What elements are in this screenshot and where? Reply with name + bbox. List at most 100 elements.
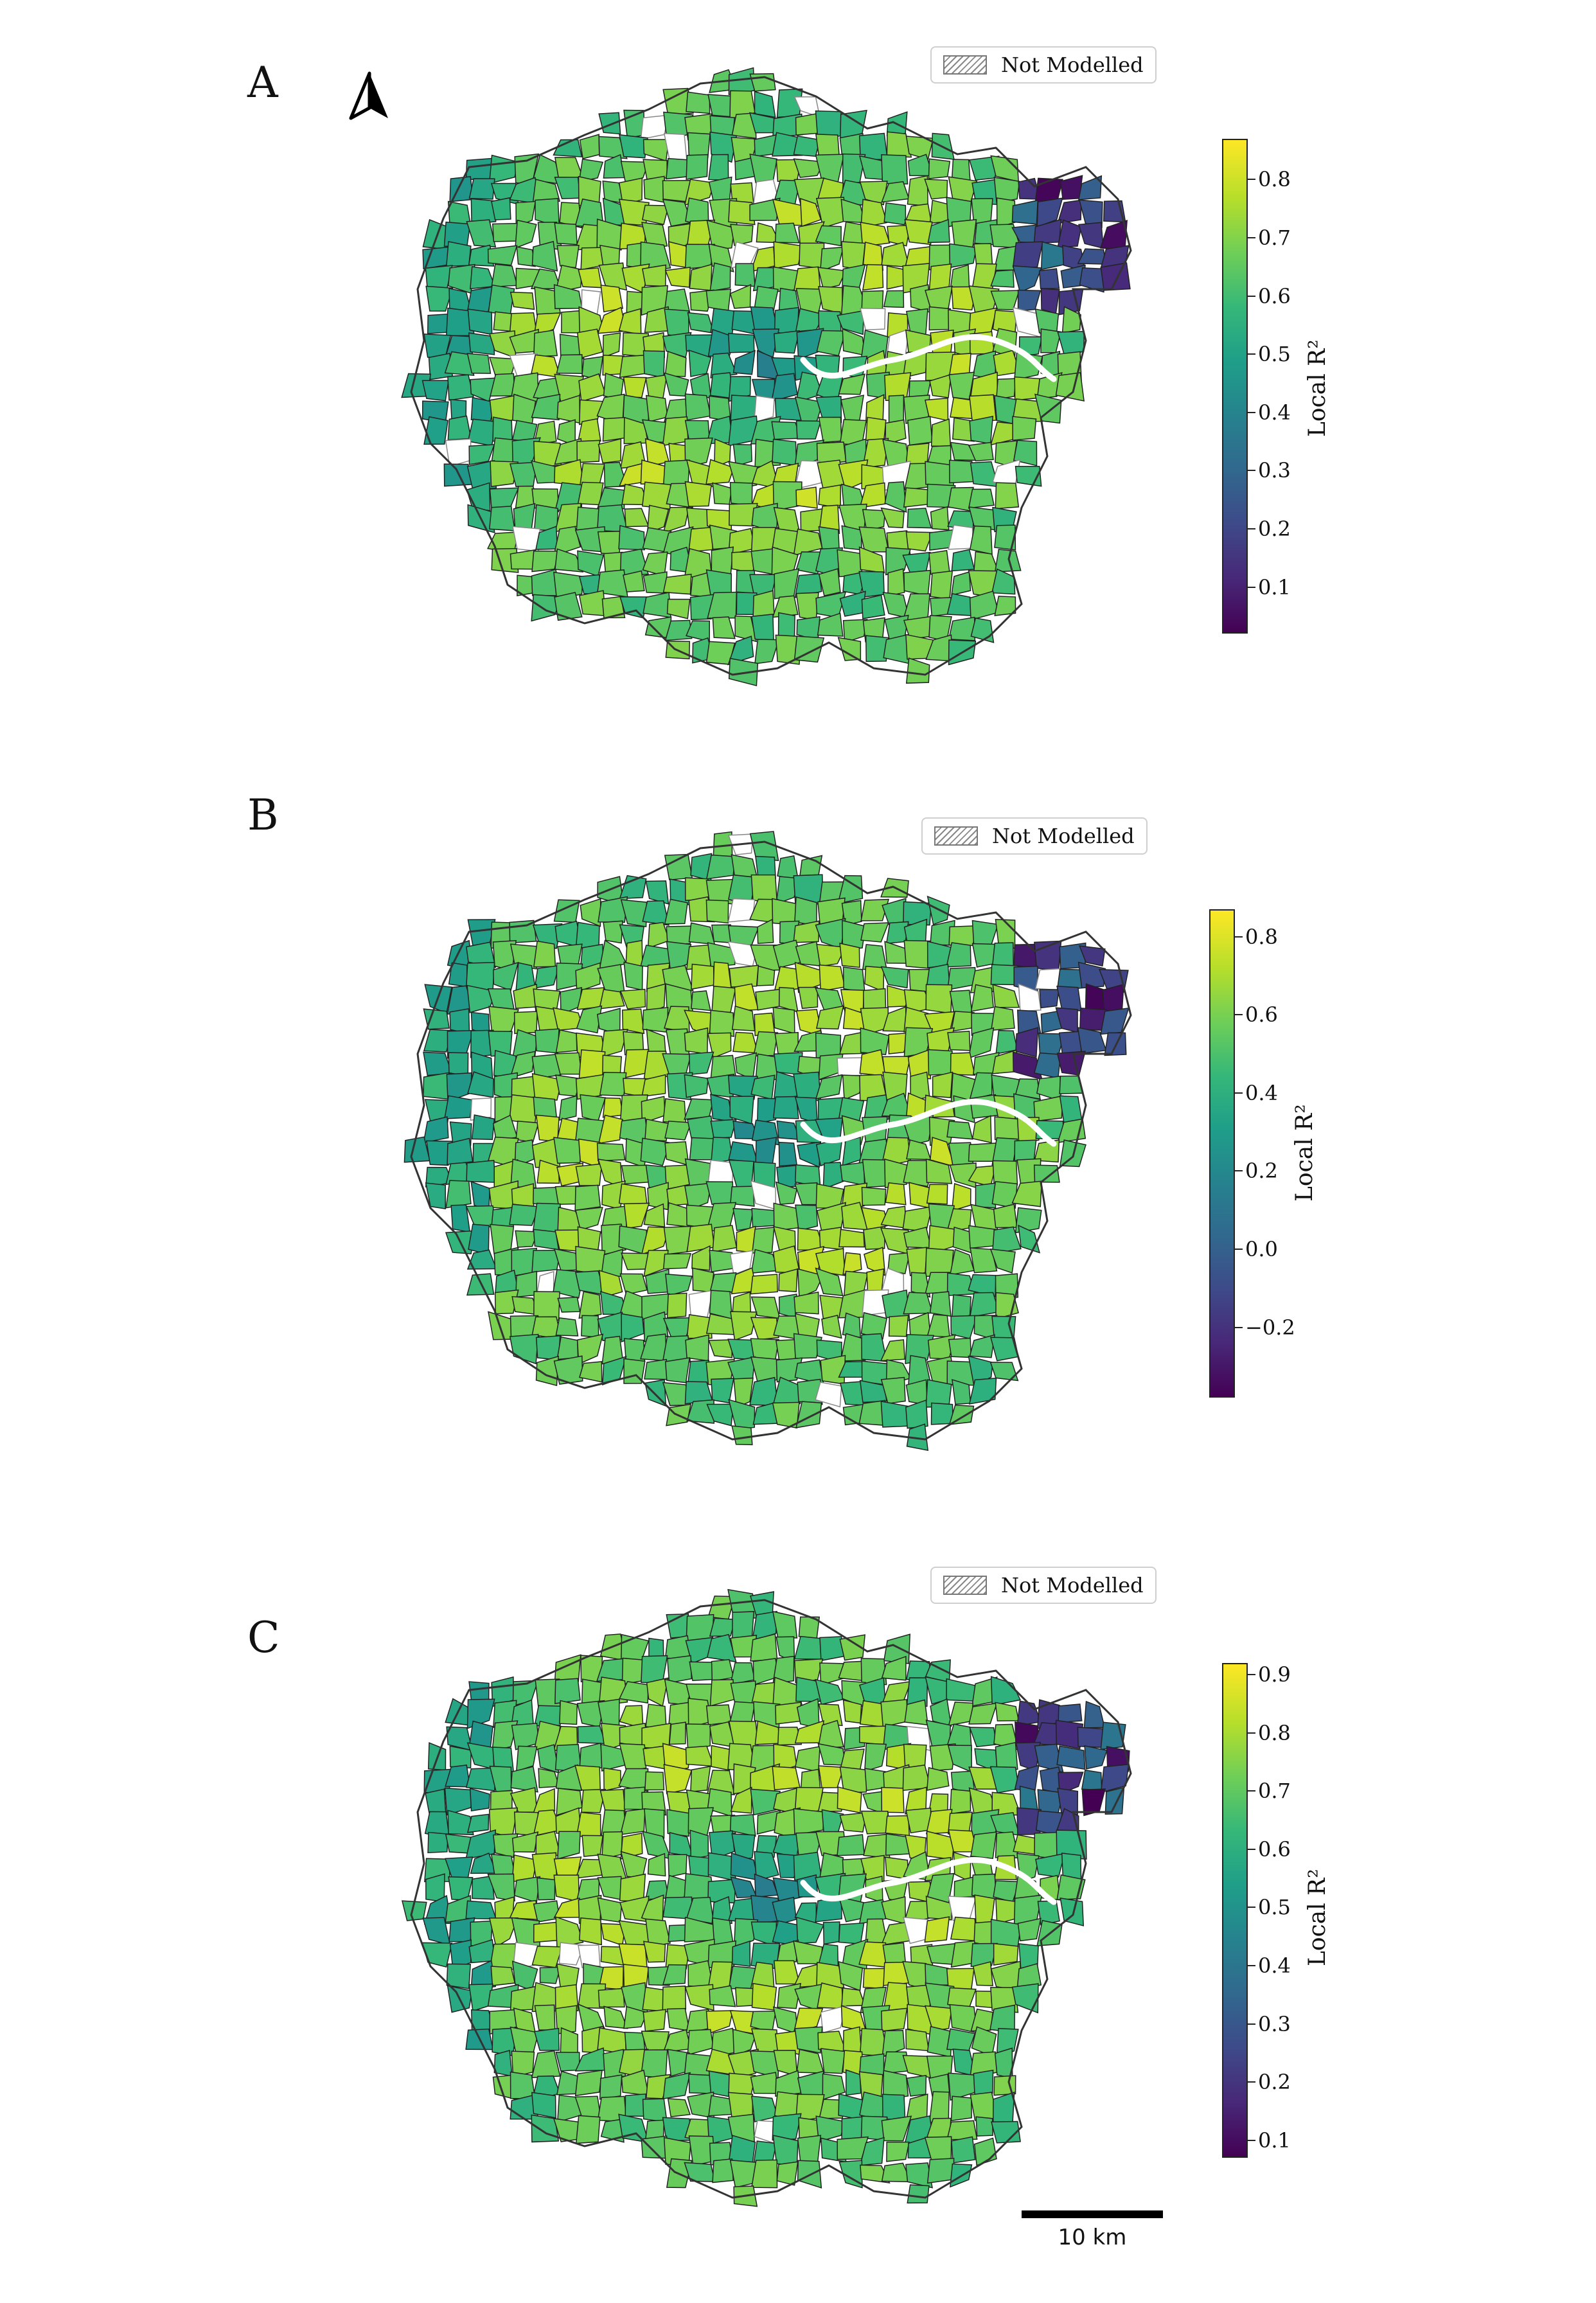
ward-polygon xyxy=(906,1677,928,1707)
panel-letter: B xyxy=(247,790,279,840)
ward-polygon xyxy=(1061,306,1081,334)
ward-polygon xyxy=(603,154,625,179)
ward-polygon xyxy=(1011,1983,1039,2014)
ward-polygon xyxy=(421,380,449,402)
ward-polygon xyxy=(466,941,497,968)
ward-polygon xyxy=(731,1940,751,1967)
ward-polygon xyxy=(468,1223,490,1256)
ward-polygon xyxy=(664,1678,692,1706)
ward-polygon xyxy=(444,351,475,377)
ward-polygon xyxy=(555,1764,583,1792)
ward-polygon xyxy=(751,614,774,644)
ward-polygon xyxy=(995,1702,1020,1721)
ward-polygon xyxy=(926,963,950,988)
ward-polygon xyxy=(686,1723,711,1752)
choropleth-map xyxy=(403,831,1132,1452)
ward-polygon xyxy=(816,943,846,967)
ward-polygon xyxy=(925,1896,952,1921)
city-boundary xyxy=(410,76,1132,676)
ward-polygon xyxy=(880,966,909,989)
ward-polygon xyxy=(774,1960,801,1985)
ward-polygon xyxy=(531,1053,562,1080)
ward-polygon xyxy=(1060,1897,1085,1926)
ward-polygon xyxy=(554,1984,579,2011)
ward-polygon xyxy=(641,1226,670,1256)
ward-polygon xyxy=(838,1922,865,1945)
ward-polygon xyxy=(863,1225,886,1250)
ward-polygon xyxy=(841,525,862,551)
ward-polygon xyxy=(972,1961,993,1986)
ward-polygon xyxy=(752,1031,779,1057)
ward-polygon xyxy=(536,1877,556,1901)
ward-polygon xyxy=(749,831,779,862)
ward-polygon xyxy=(773,241,803,269)
ward-polygon xyxy=(645,880,669,905)
ward-polygon xyxy=(755,1137,777,1166)
ward-polygon xyxy=(858,526,890,553)
ward-polygon xyxy=(646,1028,666,1054)
ward-polygon xyxy=(905,1399,928,1429)
ward-polygon xyxy=(902,1764,932,1792)
ward-polygon xyxy=(447,1810,474,1836)
ward-polygon xyxy=(754,1851,779,1881)
ward-polygon xyxy=(578,1291,602,1319)
ward-polygon xyxy=(1013,440,1038,467)
colorbar-tick-label: 0.1 xyxy=(1248,2128,1291,2153)
ward-polygon xyxy=(490,373,516,397)
ward-polygon xyxy=(881,1786,905,1813)
ward-polygon xyxy=(596,218,626,251)
colorbar-tick-label: 0.8 xyxy=(1248,1720,1291,1745)
ward-polygon xyxy=(733,1377,754,1409)
ward-polygon xyxy=(1012,265,1042,293)
ward-polygon xyxy=(774,330,800,354)
ward-polygon xyxy=(926,1766,950,1791)
ward-polygon xyxy=(533,2027,560,2051)
ward-polygon xyxy=(684,437,713,468)
ward-polygon xyxy=(600,1029,628,1058)
ward-polygon xyxy=(907,1049,932,1080)
ward-polygon xyxy=(644,1118,670,1142)
ward-polygon xyxy=(862,263,884,291)
map-panel-b: B Not Modelled Local R² −0.2 0.0 0.2 0.4 0.6… xyxy=(0,758,1596,1529)
ward-polygon xyxy=(705,459,735,485)
ward-polygon xyxy=(882,2094,906,2121)
colorbar-label: Local R² xyxy=(1304,339,1331,437)
ward-polygon xyxy=(969,394,997,422)
colorbar-tick-label: 0.2 xyxy=(1248,516,1291,541)
ward-polygon xyxy=(577,328,603,359)
ward-polygon xyxy=(706,219,736,251)
ward-polygon xyxy=(864,1247,886,1276)
ward-polygon xyxy=(555,1916,584,1948)
ward-polygon xyxy=(559,1700,578,1725)
ward-polygon xyxy=(930,570,953,600)
ward-polygon xyxy=(795,486,818,509)
ward-polygon xyxy=(1081,1769,1103,1791)
ward-polygon xyxy=(880,1205,907,1229)
ward-polygon xyxy=(822,2073,846,2101)
ward-polygon xyxy=(710,1093,734,1123)
ward-polygon xyxy=(663,1764,693,1795)
ward-polygon xyxy=(754,639,780,664)
ward-polygon xyxy=(531,2050,561,2079)
choropleth-map xyxy=(401,1588,1132,2207)
ward-polygon xyxy=(1104,1786,1125,1815)
ward-polygon xyxy=(533,312,562,338)
ward-polygon xyxy=(684,393,712,421)
ward-polygon xyxy=(750,1274,778,1295)
colorbar-tick-label: 0.4 xyxy=(1248,400,1291,425)
ward-polygon xyxy=(555,2052,580,2072)
ward-polygon xyxy=(755,988,781,1011)
ward-polygon xyxy=(425,1182,446,1209)
ward-polygon xyxy=(817,267,847,290)
ward-polygon xyxy=(1056,1745,1086,1770)
ward-polygon xyxy=(1011,1180,1043,1207)
ward-polygon xyxy=(684,481,713,507)
ward-polygon xyxy=(647,1853,666,1877)
ward-polygon xyxy=(924,1916,950,1943)
ward-polygon xyxy=(797,1227,825,1251)
ward-polygon xyxy=(926,1830,955,1860)
ward-polygon xyxy=(772,1766,801,1791)
ward-polygon xyxy=(1035,1853,1065,1878)
ward-polygon xyxy=(603,1767,622,1792)
colorbar-tick-label: 0.5 xyxy=(1248,342,1291,367)
